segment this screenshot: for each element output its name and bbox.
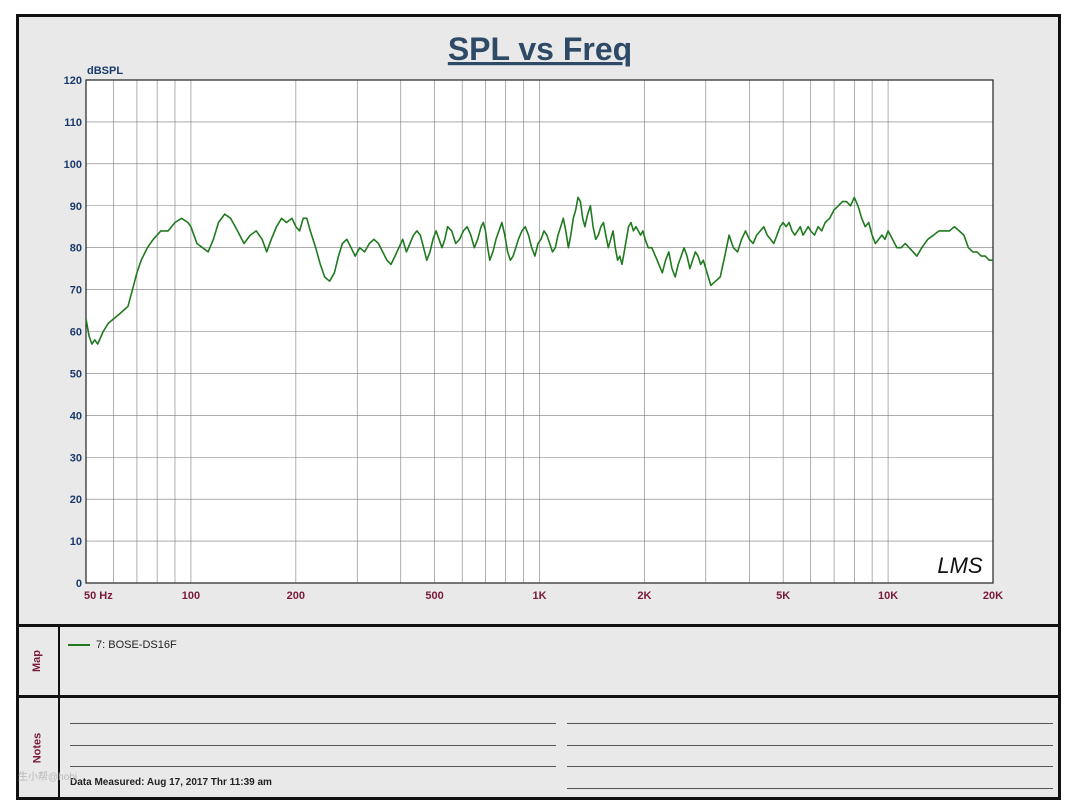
map-side-label: Map	[16, 627, 60, 695]
note-line	[70, 766, 556, 767]
x-tick-label: 200	[287, 590, 305, 602]
x-tick-label: 1K	[532, 590, 546, 602]
series-line	[85, 196, 993, 345]
y-tick-label: 50	[70, 368, 82, 380]
map-label: Map	[31, 650, 43, 672]
lms-logo: LMS	[937, 553, 983, 578]
notes-divider	[16, 695, 1061, 698]
data-measured-text: Data Measured: Aug 17, 2017 Thr 11:39 am	[70, 777, 272, 788]
y-tick-label: 100	[64, 159, 82, 171]
y-tick-label: 40	[70, 410, 82, 422]
grid	[85, 79, 994, 584]
note-line	[567, 745, 1053, 746]
plot-border	[85, 79, 994, 584]
x-tick-label: 500	[425, 590, 443, 602]
series-group	[85, 196, 993, 345]
y-tick-label: 110	[64, 117, 82, 129]
y-axis-label: dBSPL	[87, 65, 123, 77]
note-line	[70, 745, 556, 746]
x-tick-label: 100	[182, 590, 200, 602]
note-line	[567, 788, 1053, 789]
legend-swatch	[68, 644, 90, 646]
y-tick-label: 70	[70, 285, 82, 297]
x-tick-label: 50 Hz	[84, 590, 113, 602]
spl-chart: SPL vs Freq dBSPL 0 10 20 30 40 50 60 70 80 90 100…	[64, 31, 1004, 602]
x-tick-label: 2K	[637, 590, 651, 602]
x-tick-label: 10K	[878, 590, 898, 602]
map-divider	[16, 624, 1061, 627]
chart-title: SPL vs Freq	[448, 31, 632, 67]
note-line	[567, 766, 1053, 767]
notes-side-label: Notes	[16, 698, 60, 798]
watermark: 生小帮@hobi	[18, 772, 78, 783]
legend-label: 7: BOSE-DS16F	[96, 639, 177, 651]
note-line	[70, 723, 556, 724]
y-tick-labels: 0 10 20 30 40 50 60 70 80 90 100 110 120	[64, 75, 82, 590]
y-tick-label: 120	[64, 75, 82, 87]
y-tick-label: 90	[70, 201, 82, 213]
y-tick-label: 30	[70, 452, 82, 464]
y-tick-label: 60	[70, 327, 82, 339]
note-line	[567, 723, 1053, 724]
y-tick-label: 10	[70, 536, 82, 548]
x-tick-label: 5K	[776, 590, 790, 602]
x-tick-label: 20K	[983, 590, 1003, 602]
y-tick-label: 0	[76, 578, 82, 590]
notes-label: Notes	[31, 732, 43, 764]
y-tick-label: 80	[70, 243, 82, 255]
legend-entry: 7: BOSE-DS16F	[68, 639, 177, 651]
x-tick-labels: 50 Hz 100 200 500 1K 2K 5K 10K 20K	[84, 590, 1003, 602]
y-tick-label: 20	[70, 494, 82, 506]
